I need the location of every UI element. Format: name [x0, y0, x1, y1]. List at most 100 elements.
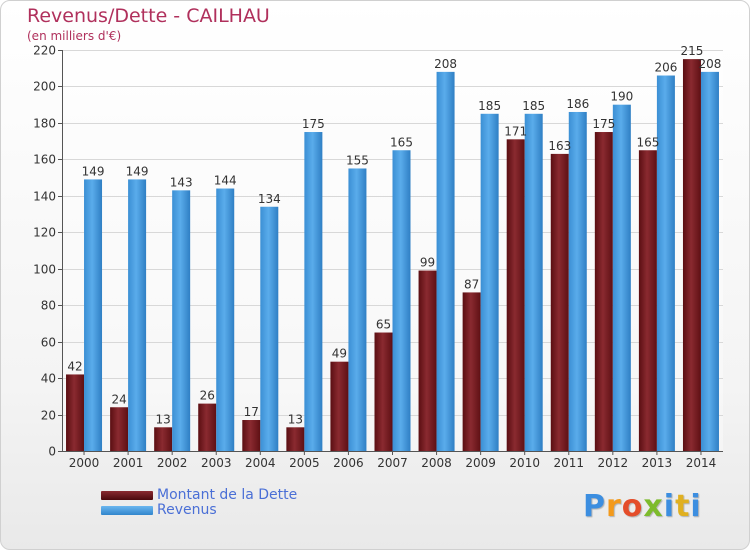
bar-debt: [330, 361, 349, 451]
x-tick-label: 2008: [421, 456, 452, 470]
x-tick-label: 2012: [598, 456, 629, 470]
legend-label-debt: Montant de la Dette: [157, 487, 298, 503]
data-label: 24: [111, 392, 126, 406]
y-tick-label: 60: [41, 336, 56, 350]
data-label: 208: [434, 57, 457, 71]
bars: [66, 59, 719, 452]
y-tick-label: 200: [33, 80, 56, 94]
bar-debt: [374, 332, 393, 451]
bar-debt: [242, 420, 261, 451]
x-tick-label: 2009: [465, 456, 496, 470]
bar-debt: [462, 292, 481, 451]
bar-revenue: [656, 75, 675, 451]
y-tick-label: 40: [41, 372, 56, 386]
legend: Montant de la Dette Revenus: [101, 487, 421, 519]
x-tick-label: 2004: [245, 456, 276, 470]
data-label: 155: [346, 153, 369, 167]
y-tick-label: 80: [41, 299, 56, 313]
x-tick-label: 2011: [553, 456, 584, 470]
x-tick-label: 2007: [377, 456, 408, 470]
data-label: 165: [636, 135, 659, 149]
bar-debt: [110, 407, 129, 451]
legend-item-revenue: Revenus: [101, 502, 217, 518]
logo-letter: x: [643, 489, 664, 524]
chart-subtitle: (en milliers d'€): [27, 29, 122, 43]
y-tick-label: 180: [33, 117, 56, 131]
logo-letter: r: [606, 489, 622, 524]
logo-letter: i: [690, 489, 702, 524]
bar-debt: [594, 132, 613, 452]
bar-revenue: [392, 150, 411, 451]
y-tick-label: 0: [48, 445, 56, 459]
chart-title: Revenus/Dette - CAILHAU: [27, 5, 270, 27]
legend-label-revenue: Revenus: [157, 502, 217, 518]
x-tick-label: 2014: [686, 456, 717, 470]
bar-revenue: [84, 179, 103, 451]
legend-swatch-revenue: [101, 505, 153, 515]
bar-debt: [682, 59, 701, 451]
bar-revenue: [128, 179, 147, 451]
x-tick-label: 2000: [69, 456, 100, 470]
bar-revenue: [568, 111, 587, 452]
y-tick-label: 120: [33, 226, 56, 240]
y-tick-label: 140: [33, 190, 56, 204]
data-label: 163: [548, 139, 571, 153]
y-tick-label: 220: [33, 44, 56, 58]
logo-letter: o: [621, 489, 644, 524]
data-label: 87: [464, 277, 479, 291]
data-label: 206: [654, 61, 677, 75]
bar-revenue: [480, 113, 499, 451]
legend-item-debt: Montant de la Dette: [101, 487, 297, 503]
y-tick-label: 100: [33, 263, 56, 277]
bar-revenue: [216, 188, 235, 451]
proxiti-logo: Proxiti: [583, 489, 702, 524]
data-label: 134: [258, 192, 281, 206]
x-tick-label: 2013: [642, 456, 673, 470]
axes: 0 20 40 60 80 100 120 140 160 180 200 220 2000 2001 20…: [33, 44, 723, 470]
data-label: 165: [390, 135, 413, 149]
data-label: 185: [478, 99, 501, 113]
data-label: 144: [214, 174, 237, 188]
bar-revenue: [172, 190, 191, 451]
bar-debt: [418, 270, 437, 451]
logo-letter: P: [583, 489, 606, 524]
data-label: 175: [592, 117, 615, 131]
y-tick-label: 20: [41, 409, 56, 423]
data-label: 143: [170, 175, 193, 189]
bar-revenue: [524, 113, 543, 451]
x-tick-label: 2002: [157, 456, 188, 470]
x-tick-label: 2010: [509, 456, 540, 470]
data-label: 26: [200, 389, 215, 403]
bar-debt: [198, 403, 217, 451]
y-tick-label: 160: [33, 153, 56, 167]
x-tick-label: 2005: [289, 456, 320, 470]
data-label: 186: [566, 97, 589, 111]
data-label: 175: [302, 117, 325, 131]
bar-revenue: [260, 206, 279, 451]
bar-debt: [550, 153, 569, 452]
data-labels: 42 149 24 149 13 143 26 144 17 134 13 175 49 155 65 165…: [67, 44, 721, 426]
legend-swatch-debt: [101, 490, 153, 500]
x-tick-label: 2006: [333, 456, 364, 470]
logo-letter: i: [663, 489, 676, 524]
bar-revenue: [700, 71, 719, 451]
bar-debt: [286, 427, 305, 451]
data-label: 149: [126, 164, 149, 178]
data-label: 49: [332, 347, 347, 361]
data-label: 42: [67, 359, 82, 373]
logo-letter: t: [675, 489, 691, 524]
data-label: 149: [82, 164, 105, 178]
data-label: 208: [699, 57, 722, 71]
data-label: 65: [376, 318, 391, 332]
data-label: 171: [504, 124, 527, 138]
data-label: 215: [681, 44, 704, 58]
bar-debt: [638, 150, 657, 451]
data-label: 185: [522, 99, 545, 113]
bar-debt: [154, 427, 173, 451]
bar-revenue: [612, 104, 631, 451]
x-tick-label: 2003: [201, 456, 232, 470]
x-tick-label: 2001: [113, 456, 144, 470]
bar-debt: [506, 139, 525, 451]
